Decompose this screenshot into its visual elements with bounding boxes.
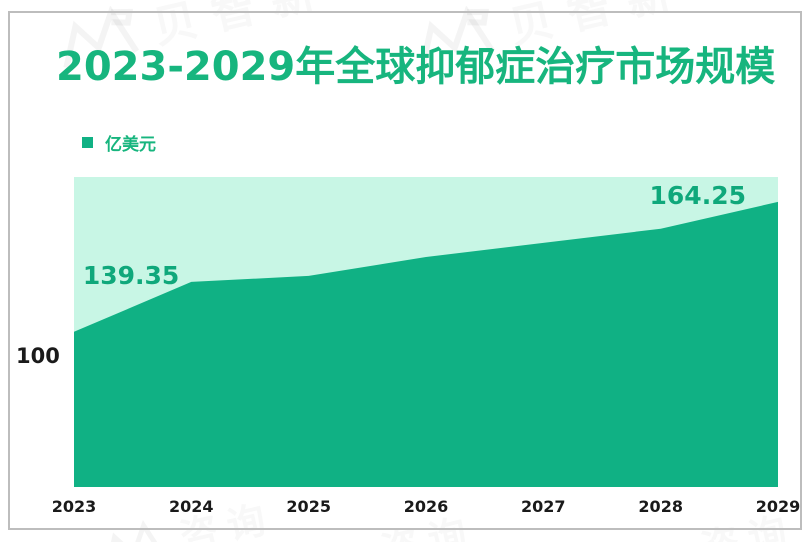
x-axis: 2023 2024 2025 2026 2027 2028 2029 xyxy=(52,497,801,519)
x-axis-label: 2026 xyxy=(403,497,449,516)
x-axis-label: 2023 xyxy=(51,497,97,516)
chart-title: 2023-2029年全球抑郁症治疗市场规模 xyxy=(56,44,776,90)
plot-area: 139.35 164.25 xyxy=(74,177,778,487)
data-label: 164.25 xyxy=(650,181,746,210)
x-axis-label: 2029 xyxy=(755,497,801,516)
chart-frame xyxy=(8,11,802,530)
data-label: 139.35 xyxy=(83,261,179,290)
area-series: 139.35 164.25 xyxy=(74,181,778,487)
legend-label: 亿美元 xyxy=(105,135,156,155)
y-axis-tick-label: 100 xyxy=(16,344,60,368)
legend: 亿美元 xyxy=(82,130,156,155)
legend-square-icon xyxy=(82,137,93,148)
x-axis-label: 2025 xyxy=(286,497,331,516)
x-axis-label: 2027 xyxy=(521,497,566,516)
area-shape xyxy=(74,201,778,487)
x-axis-label: 2024 xyxy=(169,497,214,516)
x-axis-label: 2028 xyxy=(638,497,683,516)
